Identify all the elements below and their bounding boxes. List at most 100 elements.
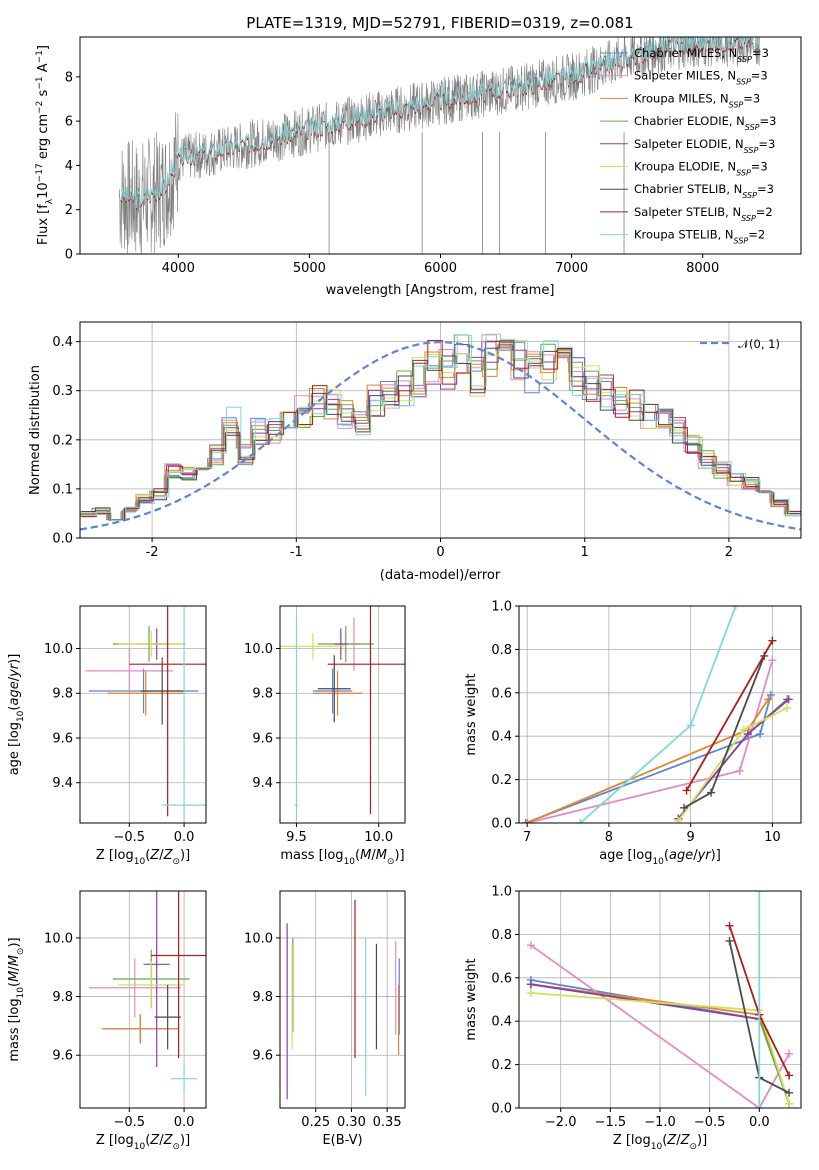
weight-series (680, 651, 769, 812)
x-axis-label: Z [log10(Z/Z⊙)] (96, 1133, 190, 1152)
axes-frame (279, 605, 406, 824)
weight-marker (785, 1088, 794, 1097)
error-bar-point (317, 655, 351, 723)
y-tick-label: 8 (65, 70, 73, 85)
error-bar-point (118, 630, 185, 658)
weight-line (526, 698, 770, 823)
y-tick-label: 0.6 (491, 971, 512, 986)
weight-marker (743, 730, 752, 739)
weight-series (682, 636, 777, 795)
x-tick-label: 0.0 (174, 1115, 195, 1130)
axes-mass-vs-z: −0.5 0.0 9.6 9.8 10.0 Z [log10(Z/Z⊙)] mass [lo… (7, 890, 207, 1152)
y-tick-label: 0.4 (52, 335, 73, 350)
legend-entry: Salpeter ELODIE, NSSP=3 (634, 137, 775, 155)
y-tick-label: 0.2 (491, 1058, 512, 1073)
y-tick-label: 0.2 (52, 433, 73, 448)
y-axis-label: Flux [fλ10−17 erg cm−2 s−1 A−1] (35, 45, 55, 245)
legend-entry: 𝒩(0, 1) (738, 337, 780, 351)
weight-marker (768, 636, 777, 645)
y-tick-label: 0.6 (491, 686, 512, 701)
residual-histogram (80, 340, 801, 521)
weight-series (674, 703, 792, 823)
error-bar-point (140, 657, 185, 725)
x-tick-label: 9.5 (286, 830, 307, 845)
legend-entry: Kroupa MILES, NSSP=3 (634, 91, 760, 109)
x-axis-label: Z [log10(Z/Z⊙)] (613, 1133, 707, 1152)
x-tick-label: 0 (436, 545, 444, 560)
y-tick-label: 9.6 (52, 731, 73, 746)
y-axis-label: mass [log10(M/M⊙)] (7, 937, 26, 1061)
axes-frame (79, 36, 802, 255)
weight-marker (764, 695, 773, 704)
error-bar-point (312, 668, 353, 714)
weight-marker (707, 788, 716, 797)
x-tick-label: 0.35 (373, 1115, 402, 1130)
axes-frame (79, 321, 802, 539)
x-axis-label: mass [log10(M/M⊙)] (280, 848, 404, 867)
weight-marker (755, 1104, 764, 1108)
x-tick-label: −0.5 (114, 830, 146, 845)
residual-histogram (81, 340, 801, 521)
error-bar-point (170, 1064, 198, 1094)
weight-line (685, 640, 774, 791)
x-tick-label: 6000 (424, 261, 457, 276)
error-bar-point (101, 1014, 179, 1044)
y-tick-label: 0.0 (491, 817, 512, 832)
legend: Chabrier MILES, NSSP=3 Salpeter MILES, NS… (600, 46, 776, 245)
weight-marker (735, 766, 744, 775)
weight-marker (526, 980, 535, 989)
weight-marker (755, 891, 764, 895)
weight-marker (756, 730, 765, 739)
residual-histogram (80, 347, 800, 521)
y-tick-label: 9.6 (252, 1049, 273, 1064)
weight-marker (766, 690, 775, 699)
y-tick-label: 10.0 (244, 642, 273, 657)
x-tick-label: −0.5 (694, 1115, 726, 1130)
weight-line (525, 694, 772, 823)
y-axis-label: mass weight (464, 673, 479, 755)
weight-marker (785, 1071, 794, 1080)
error-bar-point (327, 606, 405, 815)
x-tick-label: 2 (725, 545, 733, 560)
x-tick-label: 10 (764, 830, 781, 845)
y-tick-label: 9.6 (52, 1049, 73, 1064)
plot-area (526, 891, 794, 1108)
y-tick-label: 9.8 (52, 687, 73, 702)
y-tick-label: 10.0 (44, 642, 73, 657)
error-bar-point (143, 891, 170, 1067)
axes-frame (518, 890, 802, 1109)
plot-area (521, 606, 793, 823)
residual-histogram (80, 334, 801, 521)
error-bar-point (118, 961, 185, 1009)
x-tick-label: 10.0 (364, 830, 393, 845)
normal-curve (80, 341, 801, 531)
axes-frame (279, 890, 406, 1109)
weight-marker (682, 786, 691, 795)
error-bar-point (129, 606, 206, 817)
plot-area (280, 606, 405, 823)
weight-line (677, 707, 788, 822)
axes-frame (79, 605, 207, 824)
y-tick-label: 0.8 (491, 928, 512, 943)
y-tick-label: 0.3 (52, 384, 73, 399)
weight-marker (768, 656, 777, 665)
y-tick-label: 1.0 (491, 600, 512, 615)
y-tick-label: 0.0 (52, 532, 73, 547)
error-bar-point (312, 670, 363, 716)
weight-marker (731, 606, 740, 610)
chart-title: PLATE=1319, MJD=52791, FIBERID=0319, z=0… (246, 14, 633, 32)
x-tick-label: -1 (290, 545, 303, 560)
weight-series (755, 891, 764, 1108)
x-tick-label: 0.0 (174, 830, 195, 845)
y-tick-label: 2 (65, 203, 73, 218)
x-axis-label: age [log10(age/yr)] (599, 848, 721, 867)
x-tick-label: 0.25 (301, 1115, 330, 1130)
weight-marker (739, 725, 748, 734)
x-tick-label: −1.0 (644, 1115, 676, 1130)
y-tick-label: 0.8 (491, 643, 512, 658)
residual-histogram (82, 333, 801, 521)
error-bar-point (334, 628, 348, 660)
observed-spectrum (119, 37, 760, 254)
plot-area (88, 891, 206, 1094)
axes-age-vs-mass: 9.5 10.0 9.4 9.6 9.8 10.0 mass [log10(M/M⊙)] (244, 605, 406, 867)
